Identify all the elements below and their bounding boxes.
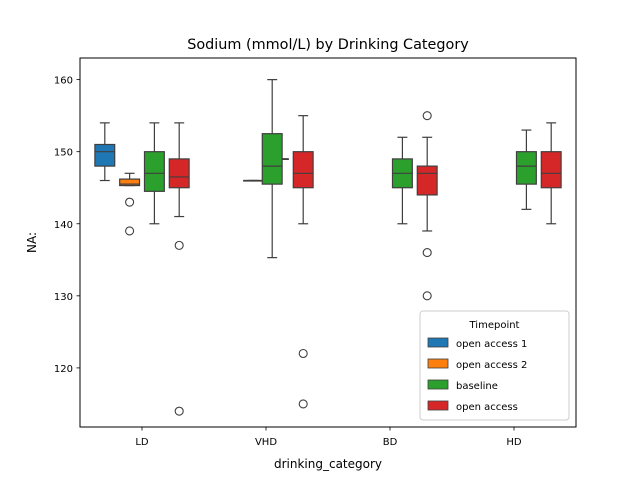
box-open-access-VHD [292,115,314,409]
box-open-access-HD [540,122,562,225]
outlier-point [298,348,308,359]
y-tick-label: 160 [54,76,73,87]
legend-label: baseline [456,381,498,392]
legend-label: open access 2 [456,360,527,371]
legend-frame [419,310,570,421]
box-open-access-1-LD [94,122,116,182]
x-tick-label: LD [135,437,149,448]
y-tick-label: 140 [54,220,73,231]
x-tick-label: VHD [255,437,277,448]
y-tick-label: 130 [54,292,73,303]
y-tick-label: 120 [54,364,73,375]
box-open-access-BD [416,111,438,301]
y-tick-label: 150 [54,148,73,159]
outlier-point [422,248,432,258]
x-axis-ticks: LD VHD BD HD [135,427,522,448]
box-body [540,151,562,189]
x-tick-label: BD [383,437,398,448]
chart-title: Sodium (mmol/L) by Drinking Category [187,37,469,53]
box-body [143,151,165,192]
outlier-point [174,240,184,250]
box-open-access-2-VHD [243,179,265,182]
box-body [168,158,190,189]
outlier-point [422,291,432,301]
legend-swatch [427,379,449,390]
x-tick-label: HD [506,437,522,448]
legend-label: open access [456,402,518,413]
y-axis-label: NA: [25,232,39,253]
box-baseline-LD [143,122,165,225]
box-body [515,151,537,185]
outlier-point [125,226,135,236]
outlier-point [298,399,308,409]
box-layer [94,79,562,416]
box-extra-VHD [261,79,283,259]
y-axis-ticks: 120 130 140 150 160 [54,76,80,375]
outlier-point [125,197,135,207]
x-axis-label: drinking_category [274,457,382,471]
box-open-access-2-LD [119,172,141,236]
box-open-access-LD [168,122,190,416]
outlier-point [422,111,432,121]
box-body [119,178,141,187]
legend-swatch [427,337,449,348]
legend: Timepoint open access 1 open access 2 basel… [419,310,570,421]
box-body [261,133,283,185]
legend-swatch [427,400,449,411]
plot-frame [79,57,577,428]
legend-swatch [427,358,449,369]
outlier-point [174,406,184,416]
box-body [292,151,314,189]
legend-title: Timepoint [469,320,520,331]
legend-label: open access 1 [456,339,527,350]
box-body [94,143,116,167]
box-baseline-BD [391,136,413,225]
box-baseline-HD [515,129,537,210]
box-body [416,165,438,196]
